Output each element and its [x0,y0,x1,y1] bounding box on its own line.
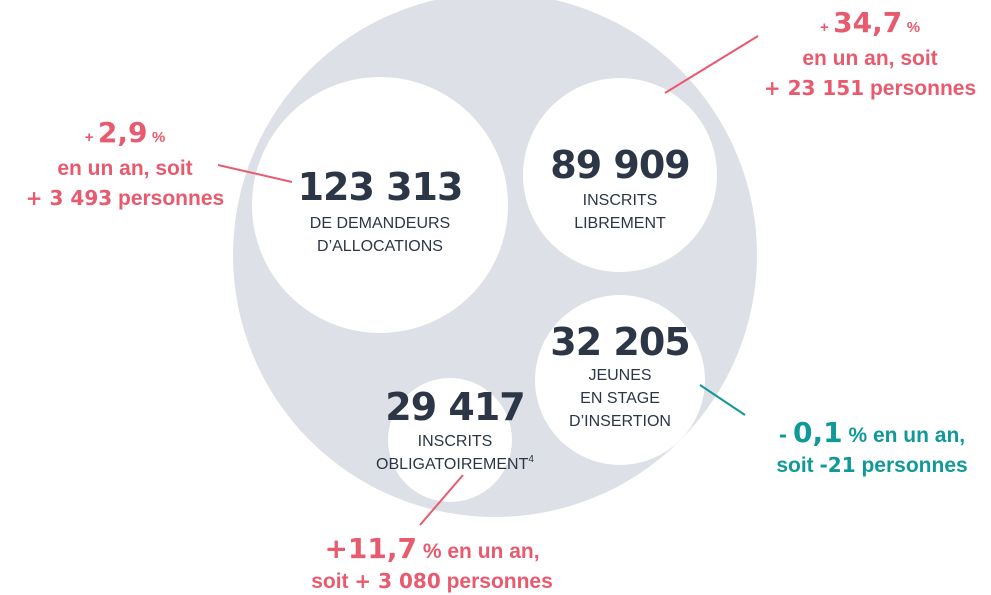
text: en un an, [873,424,965,447]
label-part: OBLIGATOIREMENT [376,456,529,473]
prefix: soit [311,570,348,593]
circle-label: LIBREMENT [574,215,666,232]
circle-label: INSCRITS [418,433,493,450]
footnote: 4 [528,454,534,465]
circle-label: JEUNES [588,367,651,384]
people: personnes [118,187,224,210]
circle [523,78,717,272]
delta: -21 [820,453,856,477]
unit: % [152,129,165,146]
annotation: +11,7 % en un an, [324,532,539,565]
sign: - [779,423,787,447]
unit: % [423,540,442,563]
annotation: + 3 493 personnes [26,186,224,210]
sign: + [820,19,829,36]
sign: + [324,532,347,565]
circle-label: D’ALLOCATIONS [317,238,443,255]
annotation: soit -21 personnes [776,453,967,477]
circle-label: DE DEMANDEURS [310,215,450,232]
circle-label: D’INSERTION [569,413,671,430]
circle-value: 89 909 [550,143,689,187]
circle-label: INSCRITS [583,192,658,209]
circle [388,378,512,502]
connector [419,474,464,526]
people: personnes [447,570,553,593]
annotation: soit + 3 080 personnes [311,569,553,593]
people: personnes [861,454,967,477]
annotation: - 0,1 % en un an, [779,416,965,449]
unit: % [848,424,867,447]
annotation: + 23 151 personnes [764,76,976,100]
delta: + 3 493 [26,186,112,210]
circle-value: 32 205 [550,320,689,364]
unit: % [907,19,920,36]
annotation: en un an, soit [802,47,937,70]
prefix: soit [776,454,813,477]
circle-value: 123 313 [298,165,463,209]
circle-label: EN STAGE [580,390,660,407]
rate: 34,7 [833,6,902,39]
annotation: en un an, soit [57,157,192,180]
rate: 0,1 [793,416,843,449]
circle [252,77,508,333]
people: personnes [870,77,976,100]
annotation: + 2,9 % [85,116,166,149]
connector [699,384,746,416]
sign: + [85,129,94,146]
rate: 11,7 [348,532,417,565]
connector [664,35,759,94]
rate: 2,9 [98,116,148,149]
annotation: + 34,7 % [820,6,920,39]
delta: + 23 151 [764,76,864,100]
circle-label: OBLIGATOIREMENT4 [376,454,534,473]
connector [217,164,293,183]
delta: + 3 080 [354,569,440,593]
text: en un an, [447,540,539,563]
circle [535,295,705,465]
circle-value: 29 417 [385,385,524,429]
